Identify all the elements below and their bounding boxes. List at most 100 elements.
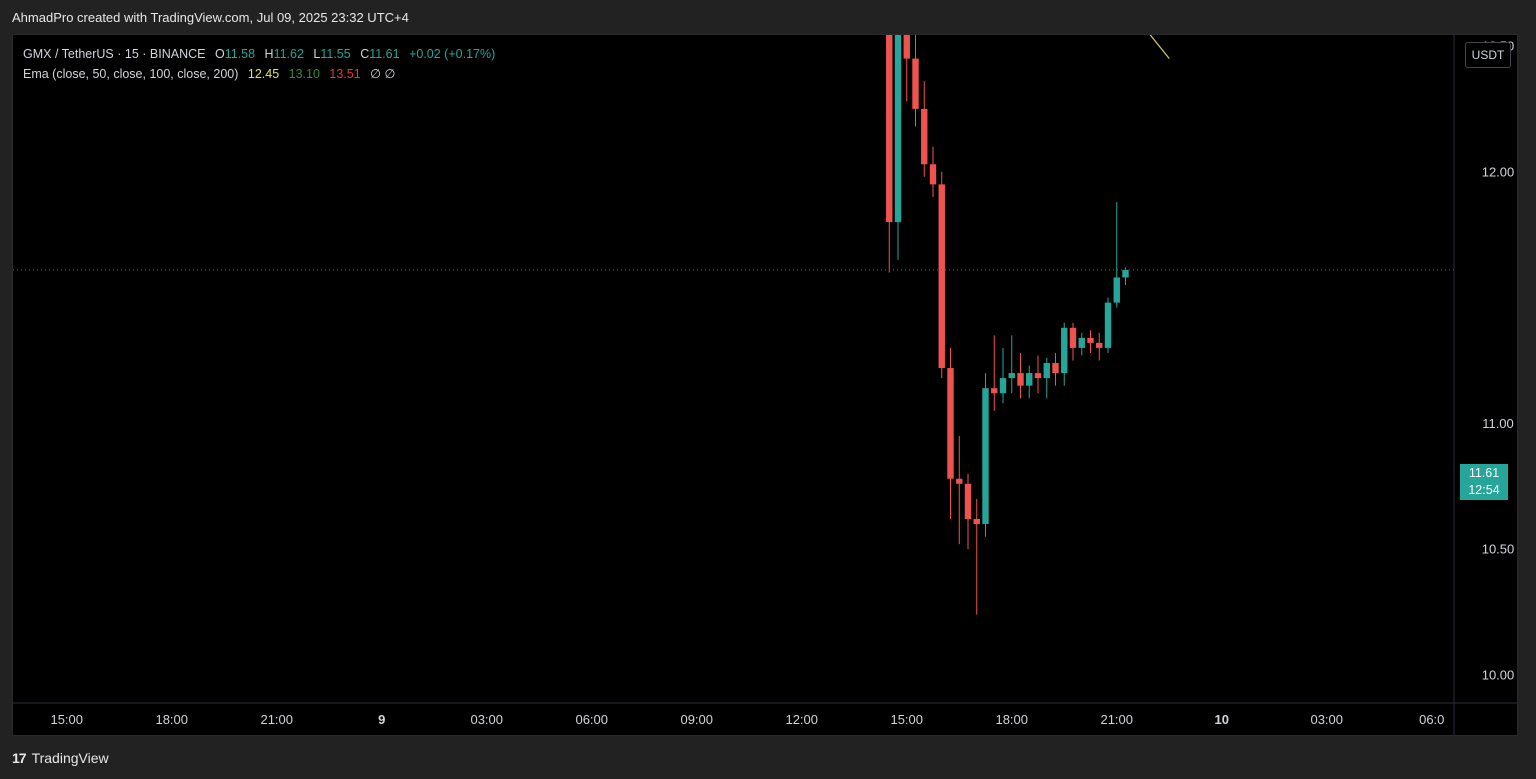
price-tick-label: 10.50	[1482, 542, 1515, 557]
tradingview-logo-icon: 17	[12, 750, 27, 766]
low-label: L	[313, 47, 321, 61]
candle	[1034, 355, 1042, 394]
price-axis[interactable]: 14.5014.0013.5013.0012.5012.0011.0010.50…	[1482, 35, 1515, 683]
price-tick-label: 12.00	[1482, 164, 1515, 179]
candle	[1104, 297, 1112, 353]
candle-body	[1104, 302, 1112, 348]
candle-body	[938, 184, 945, 369]
candle-body	[912, 58, 919, 109]
time-tick-label: 03:00	[470, 712, 503, 727]
candle	[894, 35, 902, 260]
candle-body	[1113, 277, 1120, 303]
candle	[1008, 335, 1015, 394]
symbol-legend-row[interactable]: GMX / TetherUS · 15 · BINANCE O11.58 H11…	[23, 44, 495, 64]
time-tick-label: 06:00	[575, 712, 608, 727]
candle-body	[1043, 363, 1050, 379]
candle-body	[991, 388, 998, 394]
candle	[1096, 332, 1103, 361]
candle-body	[1069, 327, 1077, 348]
ema200-value: 13.51	[329, 67, 361, 81]
candle	[964, 473, 972, 550]
candle-body	[1034, 373, 1042, 379]
candle-body	[1052, 363, 1059, 374]
candle	[938, 171, 945, 379]
candle	[991, 335, 998, 411]
time-tick-label: 12:00	[785, 712, 818, 727]
candle	[973, 498, 980, 615]
candle	[999, 347, 1007, 404]
candle	[929, 146, 937, 197]
candle	[1069, 322, 1077, 361]
symbol-info: GMX / TetherUS · 15 · BINANCE	[23, 47, 206, 61]
time-tick-label: 9	[378, 712, 385, 727]
candle	[1113, 201, 1120, 308]
ema50-value: 12.45	[247, 67, 280, 81]
high-value: 11.62	[273, 47, 304, 61]
chart-caption: AhmadPro created with TradingView.com, J…	[12, 10, 409, 25]
candle-body	[947, 368, 954, 479]
time-tick-label: 15:00	[50, 712, 83, 727]
time-tick-label: 21:00	[260, 712, 293, 727]
time-tick-label: 06:0	[1419, 712, 1444, 727]
candle-body	[1061, 327, 1068, 374]
candle-body	[1017, 373, 1024, 386]
candle-body	[1078, 337, 1085, 348]
candle	[982, 373, 989, 537]
time-tick-label: 18:00	[155, 712, 188, 727]
time-tick-label: 15:00	[890, 712, 923, 727]
candle-body	[921, 108, 928, 165]
candle-body	[903, 35, 910, 59]
candle	[912, 35, 919, 127]
candle-body	[1026, 373, 1033, 386]
candle	[886, 35, 893, 273]
candles	[886, 35, 1129, 615]
candle-body	[982, 388, 989, 525]
high-label: H	[264, 47, 274, 61]
candle-body	[1008, 373, 1015, 379]
last-price-tag: 11.61 12:54	[1460, 464, 1508, 500]
price-chart[interactable]: 14.5014.0013.5013.0012.5012.0011.0010.50…	[13, 35, 1517, 735]
bar-countdown: 12:54	[1468, 483, 1500, 497]
candle	[921, 81, 928, 177]
candle	[947, 347, 954, 520]
candle	[1061, 322, 1068, 386]
candle-body	[964, 483, 972, 520]
price-tick-label: 10.00	[1482, 668, 1515, 683]
tradingview-brand[interactable]: 17 TradingView	[12, 750, 109, 766]
candle-body	[999, 378, 1007, 394]
candle-body	[1087, 337, 1094, 343]
candle	[1017, 352, 1024, 399]
candle	[1078, 332, 1085, 356]
candle-body	[956, 478, 963, 484]
candle	[1026, 365, 1033, 399]
candle-body	[1122, 269, 1129, 278]
chart-legend: GMX / TetherUS · 15 · BINANCE O11.58 H11…	[23, 44, 495, 84]
last-price-value: 11.61	[1468, 466, 1500, 480]
brand-name: TradingView	[31, 750, 109, 766]
candle	[1087, 330, 1094, 353]
candle-body	[1096, 342, 1103, 348]
time-axis[interactable]: 15:00 18:00 21:00 9 03:00 06:00 09:00 12:00 15:0…	[50, 712, 1444, 727]
candle	[956, 435, 963, 545]
candle-body	[894, 35, 902, 223]
candle-body	[929, 164, 937, 185]
time-tick-label: 09:00	[680, 712, 713, 727]
chart-frame[interactable]: 14.5014.0013.5013.0012.5012.0011.0010.50…	[12, 34, 1518, 736]
price-tick-label: 11.00	[1482, 416, 1514, 431]
ema-indicator-label: Ema (close, 50, close, 100, close, 200)	[23, 67, 239, 81]
close-value: 11.61	[369, 47, 400, 61]
time-tick-label: 10	[1215, 712, 1229, 727]
time-tick-label: 03:00	[1310, 712, 1343, 727]
open-label: O	[214, 47, 225, 61]
low-value: 11.55	[320, 47, 351, 61]
price-change: +0.02 (+0.17%)	[409, 47, 496, 61]
candle	[1052, 352, 1059, 386]
time-tick-label: 18:00	[995, 712, 1028, 727]
ema-empty-values: ∅ ∅	[370, 67, 396, 81]
currency-button[interactable]: USDT	[1465, 42, 1511, 68]
ema100-value: 13.10	[288, 67, 320, 81]
candle-body	[973, 519, 980, 525]
candle	[903, 35, 910, 102]
ema-legend-row[interactable]: Ema (close, 50, close, 100, close, 200) …	[23, 64, 495, 84]
open-value: 11.58	[224, 47, 256, 61]
